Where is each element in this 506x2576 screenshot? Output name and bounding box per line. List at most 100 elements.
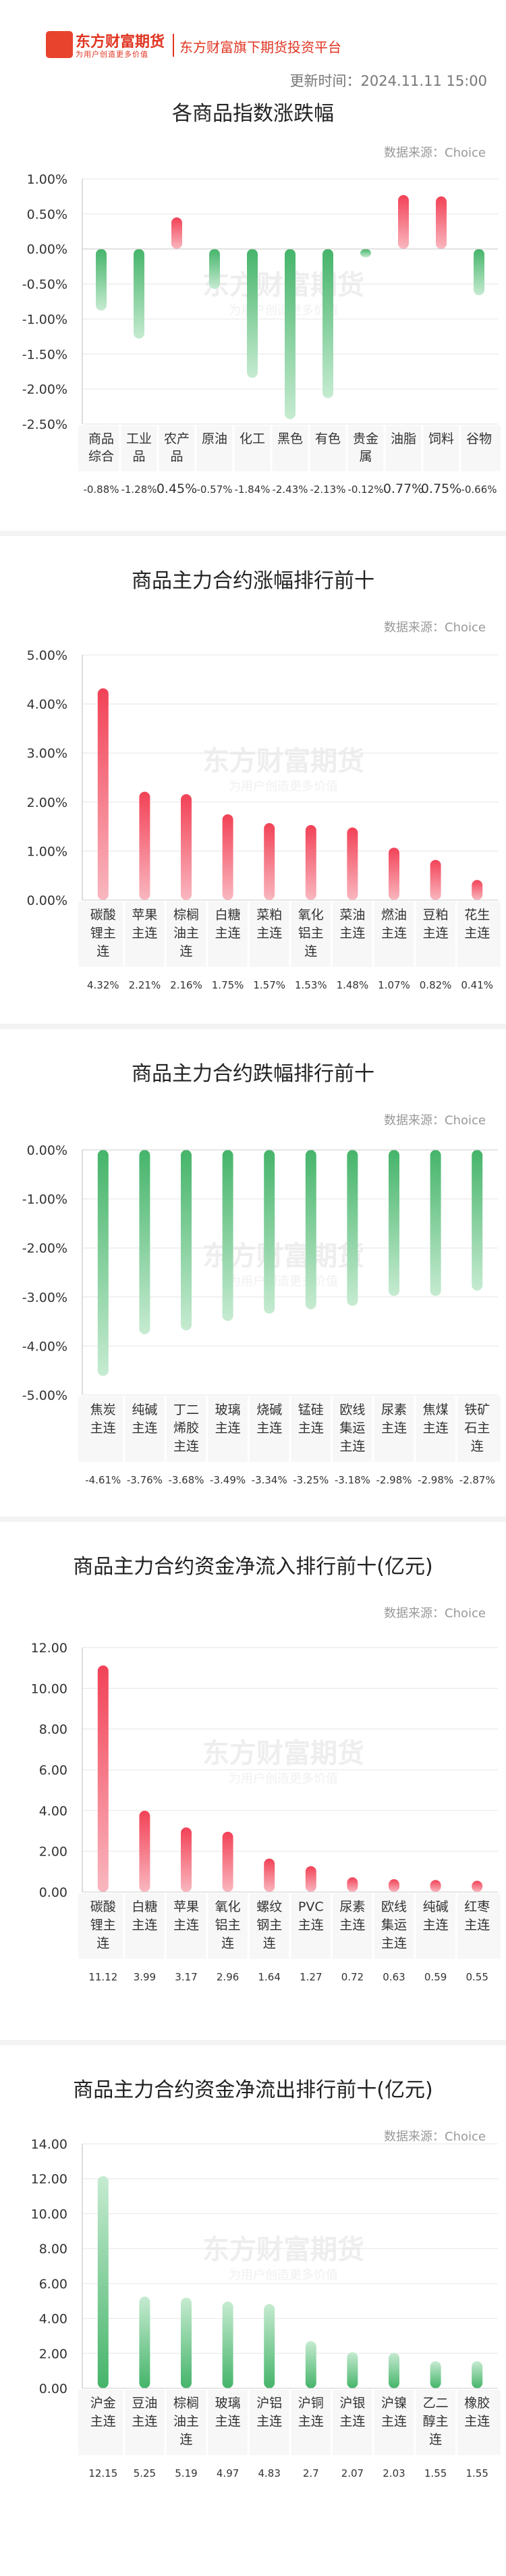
bar: [222, 2301, 233, 2388]
value-label: 1.55: [466, 2467, 488, 2479]
data-source: 数据来源：Choice: [384, 1606, 486, 1621]
category-label: 碳酸锂主连: [90, 908, 116, 959]
value-label: -2.98%: [418, 1474, 453, 1486]
value-label: 1.75%: [212, 979, 244, 991]
value-label: 0.55: [466, 1971, 488, 1983]
bar: [181, 1827, 192, 1892]
page-header: 东方财富期货 为用户创造更多价值 东方财富旗下期货投资平台 更新时间：2024.…: [0, 0, 506, 95]
value-label: 4.97: [217, 2467, 239, 2479]
category-label: 玻璃主连: [215, 2396, 241, 2429]
brand-slogan: 为用户创造更多价值: [76, 50, 148, 59]
y-tick-label: -2.00%: [22, 382, 67, 397]
value-label: 0.75%: [421, 481, 461, 496]
category-label: 欧线集运主连: [339, 1402, 365, 1454]
y-tick-label: 8.00: [39, 1723, 67, 1737]
bar: [347, 827, 358, 900]
value-label: 0.72: [341, 1971, 364, 1983]
category-label: 烧碱主连: [256, 1402, 282, 1436]
data-source: 数据来源：Choice: [384, 146, 486, 160]
y-tick-label: 4.00: [39, 1804, 67, 1818]
watermark-slogan: 为用户创造更多价值: [229, 1772, 338, 1786]
y-tick-label: 0.00: [39, 2382, 67, 2396]
value-label: 0.41%: [461, 979, 493, 991]
category-label: 燃油主连: [381, 908, 407, 941]
y-tick-label: 6.00: [39, 2277, 67, 2292]
watermark: 东方财富期货: [202, 1738, 364, 1769]
value-label: -3.76%: [127, 1474, 163, 1486]
y-tick-label: 2.00%: [27, 795, 67, 810]
bar: [139, 2296, 150, 2388]
section-divider: [0, 1024, 506, 1029]
value-label: 1.64: [258, 1971, 280, 1983]
y-tick-label: 4.00%: [27, 698, 67, 712]
bar: [96, 248, 107, 311]
category-label: 原油: [202, 431, 227, 446]
bar: [389, 1878, 399, 1892]
value-label: 3.99: [134, 1971, 156, 1983]
y-tick-label: -2.50%: [22, 417, 67, 432]
y-tick-label: 4.00: [39, 2312, 67, 2327]
chart-3: 商品主力合约跌幅排行前十数据来源：Choice东方财富期货为用户创造更多价值0.…: [22, 1062, 501, 1486]
value-label: 2.7: [303, 2467, 319, 2479]
bar: [322, 248, 333, 398]
category-label: 饲料: [428, 431, 454, 446]
category-label: 玻璃主连: [215, 1402, 241, 1436]
value-label: 2.03: [383, 2467, 405, 2479]
category-label: 碳酸锂主连: [90, 1899, 116, 1951]
bar: [472, 1150, 483, 1291]
value-label: 2.96: [217, 1971, 239, 1983]
watermark: 东方财富期货: [202, 2234, 364, 2265]
section-divider: [0, 531, 506, 536]
y-tick-label: 1.00%: [27, 844, 67, 859]
bar: [436, 196, 447, 249]
category-label: 沪铜主连: [298, 2396, 324, 2429]
category-label: 沪镍主连: [381, 2396, 407, 2429]
bar: [97, 2176, 109, 2388]
category-label: 锰硅主连: [298, 1402, 324, 1436]
category-label: 丁二烯胶主连: [173, 1402, 199, 1454]
y-tick-label: -4.00%: [22, 1339, 67, 1354]
value-label: -3.49%: [210, 1474, 246, 1486]
bar: [97, 688, 109, 900]
value-label: 1.27: [300, 1971, 322, 1983]
category-label: 棕榈油主连: [173, 908, 199, 959]
bar: [285, 248, 296, 419]
bar: [472, 2361, 483, 2388]
category-label: 橡胶主连: [464, 2396, 490, 2429]
bar: [430, 1150, 441, 1296]
watermark-slogan: 为用户创造更多价值: [229, 2268, 338, 2282]
bar: [347, 1150, 358, 1306]
bar: [389, 2352, 399, 2388]
value-label: -3.68%: [168, 1474, 204, 1486]
y-tick-label: -1.50%: [22, 347, 67, 362]
value-label: -0.12%: [347, 483, 383, 496]
category-label: 商品综合: [88, 431, 114, 464]
watermark-slogan: 为用户创造更多价值: [229, 304, 338, 318]
value-label: -3.34%: [252, 1474, 287, 1486]
header-divider: [173, 34, 174, 57]
value-label: 4.83: [258, 2467, 280, 2479]
y-tick-label: 0.00%: [27, 893, 67, 908]
bar: [222, 814, 233, 900]
y-tick-label: -2.00%: [22, 1241, 67, 1256]
bar: [389, 847, 399, 900]
category-label: 黑色: [277, 431, 303, 446]
bar: [209, 248, 220, 289]
bar: [264, 1858, 275, 1892]
y-tick-label: 2.00: [39, 1845, 67, 1860]
brand-logo-icon: [46, 31, 73, 58]
y-tick-label: 2.00: [39, 2346, 67, 2361]
chart-4: 商品主力合约资金净流入排行前十(亿元) 数据来源：Choice 东方财富期货为用户创…: [31, 1555, 501, 1983]
chart-title: 商品主力合约资金净流入排行前十(亿元): [73, 1555, 432, 1579]
section-divider: [0, 2040, 506, 2045]
category-label: 菜粕主连: [256, 908, 282, 941]
watermark-slogan: 为用户创造更多价值: [229, 780, 338, 794]
bar: [430, 1880, 441, 1892]
category-label: 尿素主连: [339, 1899, 365, 1933]
y-tick-label: -3.00%: [22, 1290, 67, 1305]
category-label: 氧化铝主连: [215, 1899, 241, 1951]
value-label: -1.84%: [234, 483, 270, 496]
value-label: -2.87%: [459, 1474, 495, 1486]
category-band: [78, 425, 501, 471]
